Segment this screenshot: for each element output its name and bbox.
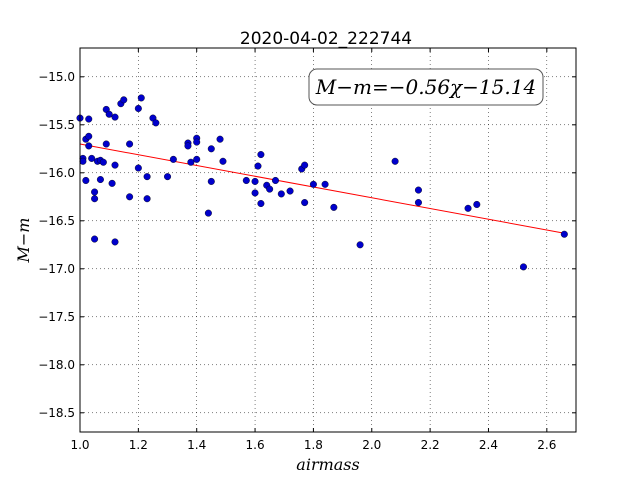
data-point	[120, 96, 128, 104]
data-point	[164, 173, 172, 181]
data-point	[134, 164, 142, 172]
data-point	[88, 154, 96, 162]
y-tick-label: −17.0	[38, 262, 75, 276]
annotation-text: M−m=−0.56χ−15.14	[315, 75, 536, 99]
data-points	[76, 94, 568, 271]
data-point	[85, 115, 93, 123]
data-point	[414, 186, 422, 194]
data-point	[473, 200, 481, 208]
y-tick-label: −15.5	[38, 118, 75, 132]
data-point	[91, 235, 99, 243]
data-point	[96, 176, 104, 184]
data-point	[99, 158, 107, 166]
data-point	[309, 180, 317, 188]
y-tick-label: −15.0	[38, 70, 75, 84]
plot-frame	[79, 47, 577, 433]
data-point	[391, 157, 399, 165]
x-tick-label: 1.2	[129, 438, 148, 452]
data-point	[187, 158, 195, 166]
data-point	[102, 140, 110, 148]
data-point	[560, 230, 568, 238]
data-point	[193, 138, 201, 146]
data-point	[137, 94, 145, 102]
data-point	[286, 187, 294, 195]
data-point	[301, 161, 309, 169]
x-tick-label: 1.0	[70, 438, 89, 452]
data-point	[111, 113, 119, 121]
data-point	[251, 177, 259, 185]
data-point	[257, 200, 265, 208]
data-point	[207, 145, 215, 153]
data-point	[91, 188, 99, 196]
data-point	[193, 155, 201, 163]
axis-ticks: 1.0 1.2 1.4 1.6 1.8 2.0 2.2 2.4 2.6 −15.0 −15.5 −16…	[38, 48, 576, 452]
data-point	[79, 157, 87, 165]
data-point	[216, 135, 224, 143]
data-point	[301, 199, 309, 207]
data-point	[414, 199, 422, 207]
y-tick-label: −16.5	[38, 214, 75, 228]
data-point	[219, 157, 227, 165]
data-point	[242, 176, 250, 184]
data-point	[143, 195, 151, 203]
data-point	[330, 203, 338, 211]
data-point	[266, 185, 274, 193]
x-tick-label: 2.4	[479, 438, 498, 452]
data-point	[126, 193, 134, 201]
y-tick-label: −18.5	[38, 406, 75, 420]
chart-title: 2020-04-02_222744	[240, 29, 412, 49]
x-axis-label: airmass	[296, 455, 359, 474]
data-point	[184, 142, 192, 150]
data-point	[111, 161, 119, 169]
data-point	[82, 176, 90, 184]
x-tick-label: 2.6	[537, 438, 556, 452]
fit-line	[79, 143, 565, 234]
data-point	[207, 177, 215, 185]
data-point	[143, 173, 151, 181]
data-point	[277, 190, 285, 198]
y-tick-label: −18.0	[38, 358, 75, 372]
data-point	[254, 162, 262, 170]
x-tick-label: 1.8	[304, 438, 323, 452]
annotation-box	[308, 68, 544, 106]
grid	[79, 48, 576, 432]
data-point	[257, 151, 265, 159]
data-point	[169, 155, 177, 163]
data-point	[134, 104, 142, 112]
x-tick-label: 2.2	[421, 438, 440, 452]
data-point	[108, 179, 116, 187]
data-point	[356, 241, 364, 249]
data-point	[91, 195, 99, 203]
x-tick-label: 1.4	[187, 438, 206, 452]
y-axis-label: M−m	[14, 218, 33, 264]
data-point	[105, 110, 113, 118]
x-tick-label: 2.0	[362, 438, 381, 452]
data-point	[519, 263, 527, 271]
y-tick-label: −16.0	[38, 166, 75, 180]
data-point	[251, 189, 259, 197]
x-tick-label: 1.6	[246, 438, 265, 452]
data-point	[321, 180, 329, 188]
data-point	[85, 142, 93, 150]
equation-annotation: M−m=−0.56χ−15.14	[308, 68, 544, 106]
fit-line-group	[79, 143, 565, 234]
y-tick-label: −17.5	[38, 310, 75, 324]
data-point	[464, 204, 472, 212]
data-point	[204, 209, 212, 217]
data-point	[126, 140, 134, 148]
data-point	[271, 176, 279, 184]
data-point	[152, 119, 160, 127]
data-point	[85, 132, 93, 140]
data-point	[111, 238, 119, 246]
